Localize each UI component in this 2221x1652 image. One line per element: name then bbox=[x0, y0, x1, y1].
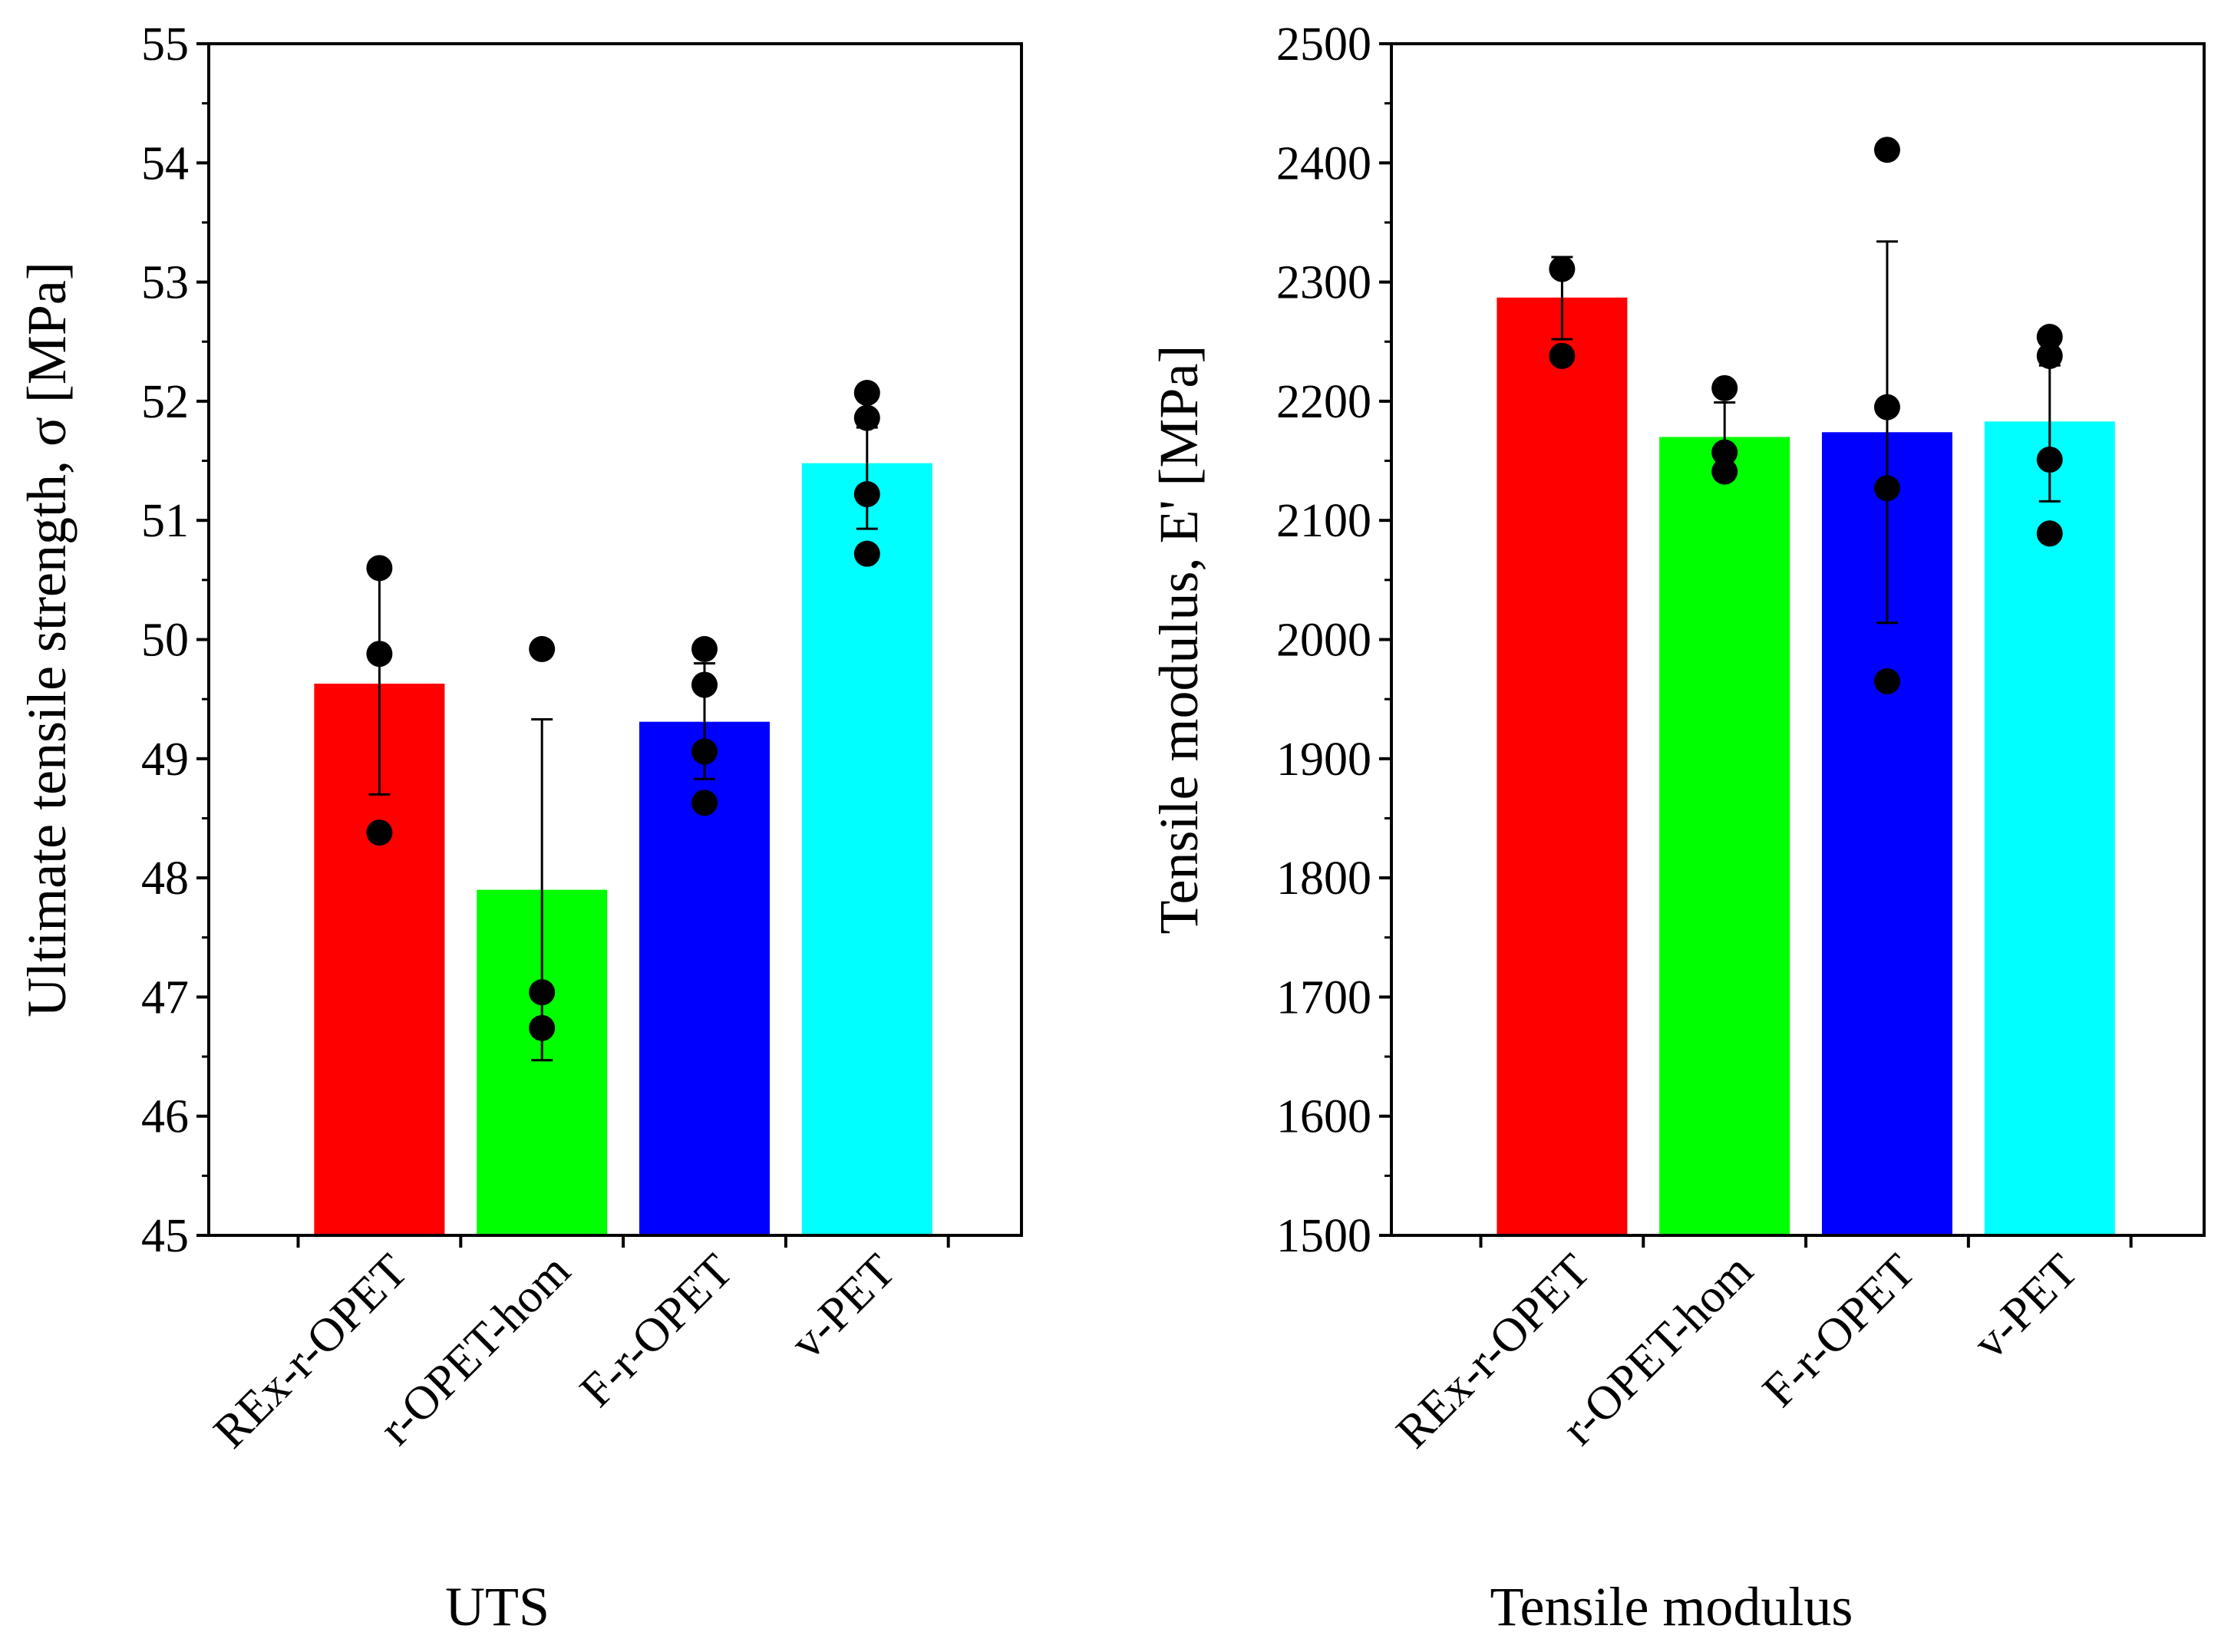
uts-point-4-4 bbox=[853, 540, 880, 567]
uts-point-2-3 bbox=[529, 1014, 556, 1041]
modulus-bar-rex-r-opet bbox=[1497, 297, 1628, 1235]
modulus-y-axis-title: Tensile modulus, E' [MPa] bbox=[1148, 345, 1210, 935]
uts-point-1-1 bbox=[366, 555, 393, 582]
modulus-point-4-2 bbox=[2036, 342, 2063, 369]
modulus-y-tick-label: 2000 bbox=[1276, 615, 1371, 667]
modulus-category-label: v-PET bbox=[1963, 1245, 2088, 1370]
modulus-y-tick-label: 1700 bbox=[1276, 971, 1371, 1024]
uts-point-2-2 bbox=[529, 979, 556, 1006]
uts-y-tick-label: 47 bbox=[141, 971, 189, 1024]
modulus-point-4-4 bbox=[2036, 520, 2063, 547]
modulus-caption: Tensile modulus bbox=[1490, 1576, 1853, 1637]
uts-category-label: v-PET bbox=[780, 1245, 906, 1370]
uts-point-4-1 bbox=[853, 380, 880, 407]
uts-point-3-4 bbox=[691, 790, 718, 816]
uts-chart: 4546474849505152535455REx-r-OPETr-OPET-h… bbox=[16, 18, 1023, 1637]
uts-point-3-2 bbox=[691, 671, 718, 698]
modulus-point-2-1 bbox=[1711, 374, 1738, 401]
uts-bar-v-pet bbox=[801, 463, 932, 1235]
uts-point-3-3 bbox=[691, 738, 718, 765]
uts-y-tick-label: 45 bbox=[141, 1210, 189, 1262]
modulus-y-tick-label: 1800 bbox=[1276, 852, 1371, 905]
uts-category-label: F-r-OPET bbox=[570, 1245, 743, 1417]
uts-point-4-2 bbox=[853, 404, 880, 431]
uts-y-tick-label: 51 bbox=[141, 495, 189, 547]
modulus-y-tick-label: 2500 bbox=[1276, 18, 1371, 71]
modulus-point-1-2 bbox=[1549, 342, 1576, 369]
modulus-point-3-3 bbox=[1873, 475, 1900, 502]
modulus-bar-r-opet-hom bbox=[1659, 437, 1790, 1235]
modulus-y-tick-label: 2300 bbox=[1276, 257, 1371, 309]
modulus-point-3-4 bbox=[1873, 668, 1900, 694]
uts-y-tick-label: 46 bbox=[141, 1091, 189, 1143]
modulus-bar-v-pet bbox=[1984, 421, 2115, 1235]
uts-y-tick-label: 49 bbox=[141, 734, 189, 786]
uts-y-tick-label: 55 bbox=[141, 18, 189, 71]
modulus-point-3-1 bbox=[1873, 137, 1900, 163]
uts-point-2-1 bbox=[529, 635, 556, 662]
uts-point-4-3 bbox=[853, 481, 880, 508]
uts-y-tick-label: 53 bbox=[141, 257, 189, 309]
uts-y-tick-label: 50 bbox=[141, 615, 189, 667]
uts-y-tick-label: 48 bbox=[141, 852, 189, 905]
uts-y-tick-label: 52 bbox=[141, 376, 189, 428]
modulus-error-bar-3 bbox=[1876, 240, 1898, 625]
modulus-chart: 1500 1600 1700 1800 1900 2000 2100 2200 2300 2400… bbox=[1148, 18, 2206, 1637]
modulus-point-2-3 bbox=[1711, 458, 1738, 485]
modulus-point-4-1 bbox=[2036, 324, 2063, 351]
uts-point-1-2 bbox=[366, 641, 393, 668]
modulus-point-4-3 bbox=[2036, 446, 2063, 473]
modulus-point-2-2 bbox=[1711, 439, 1738, 466]
uts-y-tick-label: 54 bbox=[141, 137, 189, 190]
modulus-y-tick-label: 2200 bbox=[1276, 376, 1371, 428]
modulus-point-1-1 bbox=[1549, 256, 1576, 282]
uts-point-1-3 bbox=[366, 819, 393, 846]
modulus-y-tick-label: 1900 bbox=[1276, 734, 1371, 786]
modulus-y-tick-label: 1500 bbox=[1276, 1210, 1371, 1262]
uts-y-axis-title: Ultimate tensile strength, σ [MPa] bbox=[16, 262, 78, 1017]
uts-caption: UTS bbox=[445, 1576, 549, 1637]
modulus-point-3-2 bbox=[1873, 394, 1900, 420]
uts-point-3-1 bbox=[691, 635, 718, 662]
modulus-y-tick-label: 2400 bbox=[1276, 137, 1371, 190]
modulus-category-label: F-r-OPET bbox=[1753, 1245, 1926, 1417]
modulus-y-tick-label: 2100 bbox=[1276, 495, 1371, 547]
modulus-y-tick-label: 1600 bbox=[1276, 1091, 1371, 1143]
